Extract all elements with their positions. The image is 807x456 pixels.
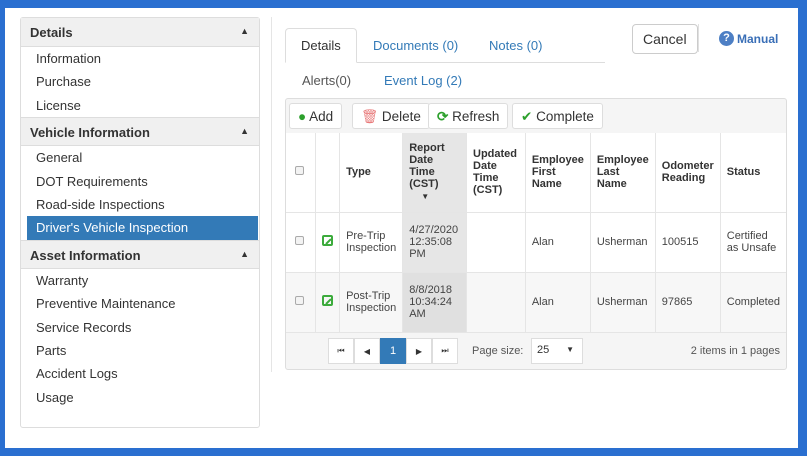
sidebar-item-usage[interactable]: Usage: [36, 389, 74, 405]
divider: [271, 17, 272, 372]
caret-up-icon: ▲: [240, 126, 249, 137]
delete-label: Delete: [381, 109, 421, 124]
cell-status: Certified as Unsafe: [720, 212, 786, 273]
complete-label: Complete: [536, 109, 594, 124]
sidebar-item-license[interactable]: License: [36, 97, 81, 113]
plus-circle-icon: ●: [298, 109, 307, 124]
cell-last-name: Usherman: [590, 212, 656, 273]
cell-type: Pre-Trip Inspection: [339, 212, 404, 273]
delete-button[interactable]: 🗑 Delete: [352, 103, 430, 129]
cell-updated-date: [466, 212, 526, 273]
refresh-label: Refresh: [452, 109, 500, 124]
sort-desc-icon: ▼: [421, 192, 430, 202]
page-1-button[interactable]: 1: [380, 338, 406, 364]
cell-first-name: Alan: [525, 212, 591, 273]
cell-updated-date: [466, 272, 526, 333]
column-label: Report Date Time (CST): [409, 142, 445, 191]
column-header-first-name[interactable]: Employee First Name: [525, 133, 591, 213]
page-size-select[interactable]: 25 ▼: [531, 338, 583, 364]
tab-details[interactable]: Details: [285, 28, 357, 63]
cell-odometer: 100515: [655, 212, 721, 273]
tab-alerts[interactable]: Alerts(0): [302, 73, 352, 88]
row-checkbox[interactable]: [286, 272, 316, 333]
edit-column-header: [315, 133, 341, 213]
sidebar-section-vehicle-information[interactable]: Vehicle Information ▲: [21, 117, 259, 147]
refresh-button[interactable]: ⟳ Refresh: [428, 103, 509, 129]
add-label: Add: [309, 109, 334, 124]
caret-up-icon: ▲: [240, 248, 249, 259]
cancel-button[interactable]: Cancel: [632, 24, 698, 54]
sidebar-item-accident-logs[interactable]: Accident Logs: [36, 366, 118, 382]
help-icon: ?: [719, 31, 734, 46]
inspection-grid: ● Add 🗑 Delete ⟳ Refresh ✔ Complete Type…: [285, 98, 787, 370]
add-button[interactable]: ● Add: [289, 103, 343, 129]
cell-status: Completed: [720, 272, 786, 333]
column-header-last-name[interactable]: Employee Last Name: [590, 133, 656, 213]
cell-odometer: 97865: [655, 272, 721, 333]
sidebar-item-road-side-inspections[interactable]: Road-side Inspections: [36, 196, 165, 212]
tab-divider: [285, 62, 605, 63]
edit-icon[interactable]: [315, 212, 341, 273]
page-size-label: Page size:: [472, 345, 524, 357]
manual-link[interactable]: ? Manual: [719, 31, 778, 46]
sidebar-item-warranty[interactable]: Warranty: [36, 272, 89, 288]
check-icon: ✔: [521, 109, 533, 124]
column-header-status[interactable]: Status: [720, 133, 786, 213]
sidebar-item-parts[interactable]: Parts: [36, 342, 67, 358]
chevron-down-icon: ▼: [566, 345, 574, 354]
sidebar-item-information[interactable]: Information: [36, 51, 102, 66]
tab-documents[interactable]: Documents (0): [373, 38, 459, 53]
sidebar-section-details[interactable]: Details ▲: [21, 18, 259, 47]
sidebar-item-preventive-maintenance[interactable]: Preventive Maintenance: [36, 296, 176, 312]
first-page-button[interactable]: ⏮: [328, 338, 354, 364]
sidebar-item-purchase[interactable]: Purchase: [36, 74, 91, 90]
refresh-icon: ⟳: [437, 109, 449, 124]
header-row: Type Report Date Time (CST) ▼ Updated Dat…: [286, 133, 786, 213]
next-page-button[interactable]: ▶: [406, 338, 432, 364]
row-checkbox[interactable]: [286, 212, 316, 273]
section-title: Details: [30, 25, 73, 40]
section-title: Asset Information: [30, 247, 141, 263]
trash-icon: 🗑: [361, 109, 379, 124]
column-header-updated-date[interactable]: Updated Date Time (CST): [466, 133, 526, 213]
section-title: Vehicle Information: [30, 125, 150, 141]
caret-up-icon: ▲: [240, 26, 249, 36]
complete-button[interactable]: ✔ Complete: [512, 103, 603, 129]
column-header-odometer[interactable]: Odometer Reading: [655, 133, 721, 213]
table-row[interactable]: Pre-Trip Inspection 4/27/2020 12:35:08 P…: [286, 212, 786, 273]
sidebar-item-general[interactable]: General: [36, 150, 83, 166]
cell-report-date: 8/8/2018 10:34:24 AM: [402, 272, 468, 333]
edit-icon[interactable]: [315, 272, 341, 333]
sidebar-item-dot-requirements[interactable]: DOT Requirements: [36, 173, 148, 189]
last-page-button[interactable]: ⏭: [432, 338, 458, 364]
divider: [698, 24, 699, 52]
table-row[interactable]: Post-Trip Inspection 8/8/2018 10:34:24 A…: [286, 272, 786, 333]
page-size-value: 25: [537, 344, 550, 356]
cell-last-name: Usherman: [590, 272, 656, 333]
tab-notes[interactable]: Notes (0): [489, 38, 543, 53]
column-header-type[interactable]: Type: [339, 133, 404, 213]
grid-table: Type Report Date Time (CST) ▼ Updated Dat…: [286, 133, 786, 333]
pager: ⏮ ◀ 1 ▶ ⏭: [328, 338, 458, 364]
manual-label: Manual: [737, 31, 779, 46]
cell-report-date: 4/27/2020 12:35:08 PM: [402, 212, 468, 273]
sidebar-section-asset-information[interactable]: Asset Information ▲: [21, 239, 259, 269]
cell-type: Post-Trip Inspection: [339, 272, 404, 333]
select-all-checkbox[interactable]: [286, 133, 316, 213]
column-header-report-date[interactable]: Report Date Time (CST) ▼: [402, 133, 468, 213]
tab-event-log[interactable]: Event Log (2): [384, 73, 463, 88]
sidebar-item-drivers-vehicle-inspection[interactable]: Driver's Vehicle Inspection: [27, 216, 258, 240]
cell-first-name: Alan: [525, 272, 591, 333]
sidebar: Details ▲ Information Purchase License Ve…: [20, 17, 260, 428]
sidebar-item-service-records[interactable]: Service Records: [36, 319, 132, 335]
pager-summary: 2 items in 1 pages: [690, 345, 780, 357]
prev-page-button[interactable]: ◀: [354, 338, 380, 364]
